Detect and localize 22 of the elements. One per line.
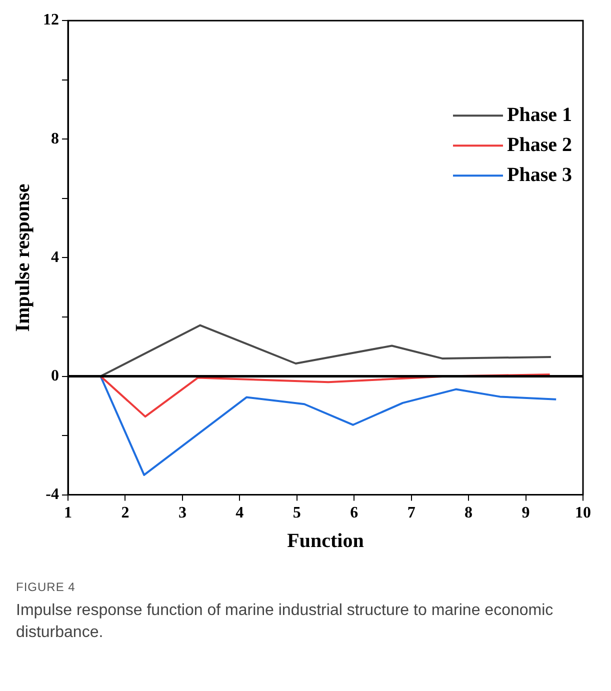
y-axis-title: Impulse response (12, 184, 34, 332)
y-tick-label: -4 (46, 486, 59, 503)
x-tick-label: 1 (64, 504, 72, 522)
legend-label: Phase 1 (507, 104, 572, 126)
legend-label: Phase 3 (507, 164, 572, 186)
x-tick-label: 2 (121, 504, 130, 522)
y-tick-label: 0 (51, 367, 59, 384)
x-axis-title: Function (287, 530, 364, 552)
caption: FIGURE 4 (16, 580, 76, 594)
x-tick-label: 5 (292, 504, 301, 522)
x-tick-label: 10 (575, 504, 591, 522)
text: Impulse response function of marine industrial structure to marine economic disturbance. (16, 601, 554, 644)
y-tick-label: 4 (51, 248, 59, 266)
y-tick-label: 8 (51, 130, 59, 148)
x-tick-label: 3 (178, 504, 186, 522)
x-tick-label: 7 (407, 504, 416, 522)
x-tick-label: 9 (522, 504, 530, 522)
legend-label: Phase 2 (507, 134, 572, 156)
x-tick-label: 6 (350, 504, 358, 522)
y-tick-label: 12 (43, 12, 59, 29)
x-tick-label: 4 (236, 504, 244, 522)
x-tick-label: 8 (464, 504, 473, 522)
